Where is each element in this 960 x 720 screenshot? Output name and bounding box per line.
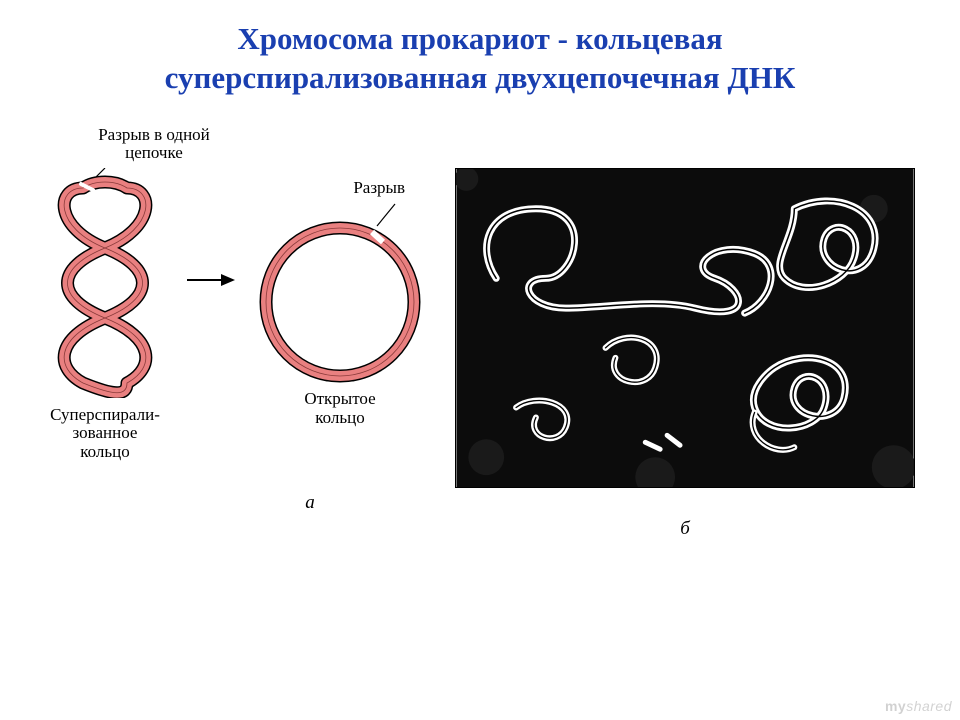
- watermark: mymysharedshared: [885, 698, 952, 714]
- supercoil-label: Суперспирали-зованноекольцо: [50, 406, 160, 462]
- page-title: Хромосома прокариот - кольцевая суперспи…: [0, 0, 960, 108]
- arrow-icon: [185, 270, 235, 290]
- supercoil-svg: [45, 168, 165, 398]
- left-panel: Разрыв в однойцепочке: [45, 168, 425, 514]
- title-line-1: Хромосома прокариот - кольцевая: [237, 21, 722, 56]
- sublabel-b: б: [455, 518, 915, 540]
- open-ring-svg: [255, 202, 425, 392]
- title-line-2: суперспирализованная двухцепочечная ДНК: [165, 60, 796, 95]
- right-panel: б: [455, 168, 915, 540]
- break-label-top: Разрыв в однойцепочке: [79, 126, 229, 163]
- supercoil-diagram: Суперспирали-зованноекольцо: [45, 168, 165, 462]
- left-diagrams: Разрыв в однойцепочке: [45, 168, 425, 462]
- open-ring-label: Открытоекольцо: [304, 390, 375, 427]
- micrograph-svg: [455, 168, 915, 488]
- open-ring-diagram: Разрыв Открытоекольцо: [255, 202, 425, 427]
- break-label-right: Разрыв: [353, 178, 405, 198]
- left-sublabel-row: а: [155, 492, 315, 514]
- sublabel-a: а: [305, 492, 315, 514]
- content-row: Разрыв в однойцепочке: [0, 108, 960, 540]
